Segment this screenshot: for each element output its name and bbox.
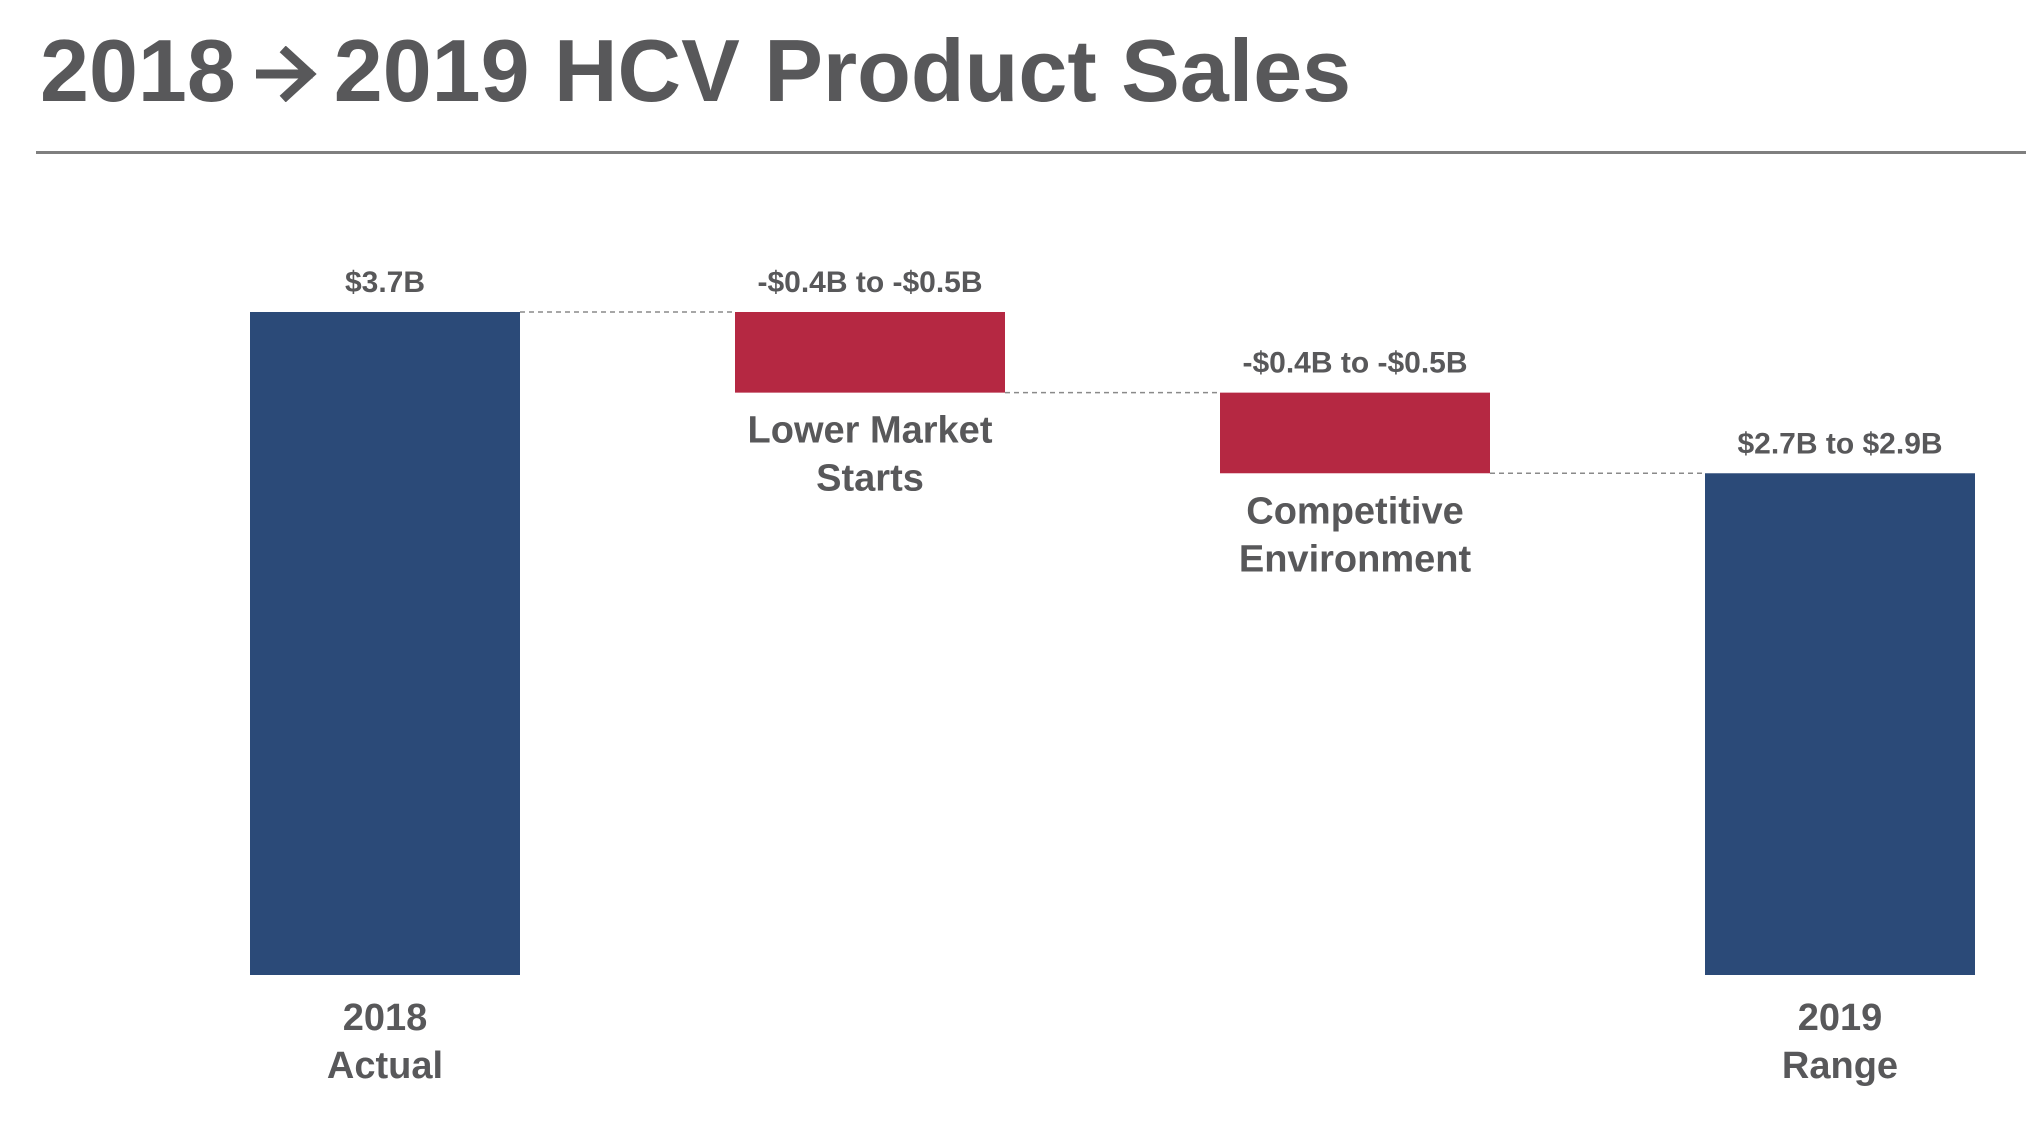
- bar-decrease: [1220, 392, 1490, 474]
- category-label: 2018: [343, 997, 428, 1039]
- right-arrow-icon: [255, 21, 318, 123]
- data-label: -$0.4B to -$0.5B: [1242, 347, 1467, 380]
- bar-total: [250, 312, 520, 975]
- title-divider: [36, 151, 2026, 154]
- category-label: Range: [1782, 1045, 1898, 1087]
- category-label: Environment: [1239, 538, 1472, 580]
- category-label: Starts: [816, 458, 924, 500]
- category-label: Lower Market: [748, 410, 993, 452]
- data-label: $2.7B to $2.9B: [1737, 427, 1942, 460]
- title-text: 2019 HCV Product Sales: [333, 21, 1352, 120]
- data-label: -$0.4B to -$0.5B: [757, 266, 982, 299]
- bar-total: [1705, 473, 1975, 975]
- category-label: 2019: [1798, 997, 1883, 1039]
- title-from-year: 2018: [40, 21, 236, 120]
- category-label: Actual: [327, 1045, 443, 1087]
- category-label: Competitive: [1246, 490, 1463, 532]
- data-label: $3.7B: [345, 266, 425, 299]
- bar-decrease: [735, 312, 1005, 393]
- page-title: 2018 2019 HCV Product Sales: [40, 20, 1351, 129]
